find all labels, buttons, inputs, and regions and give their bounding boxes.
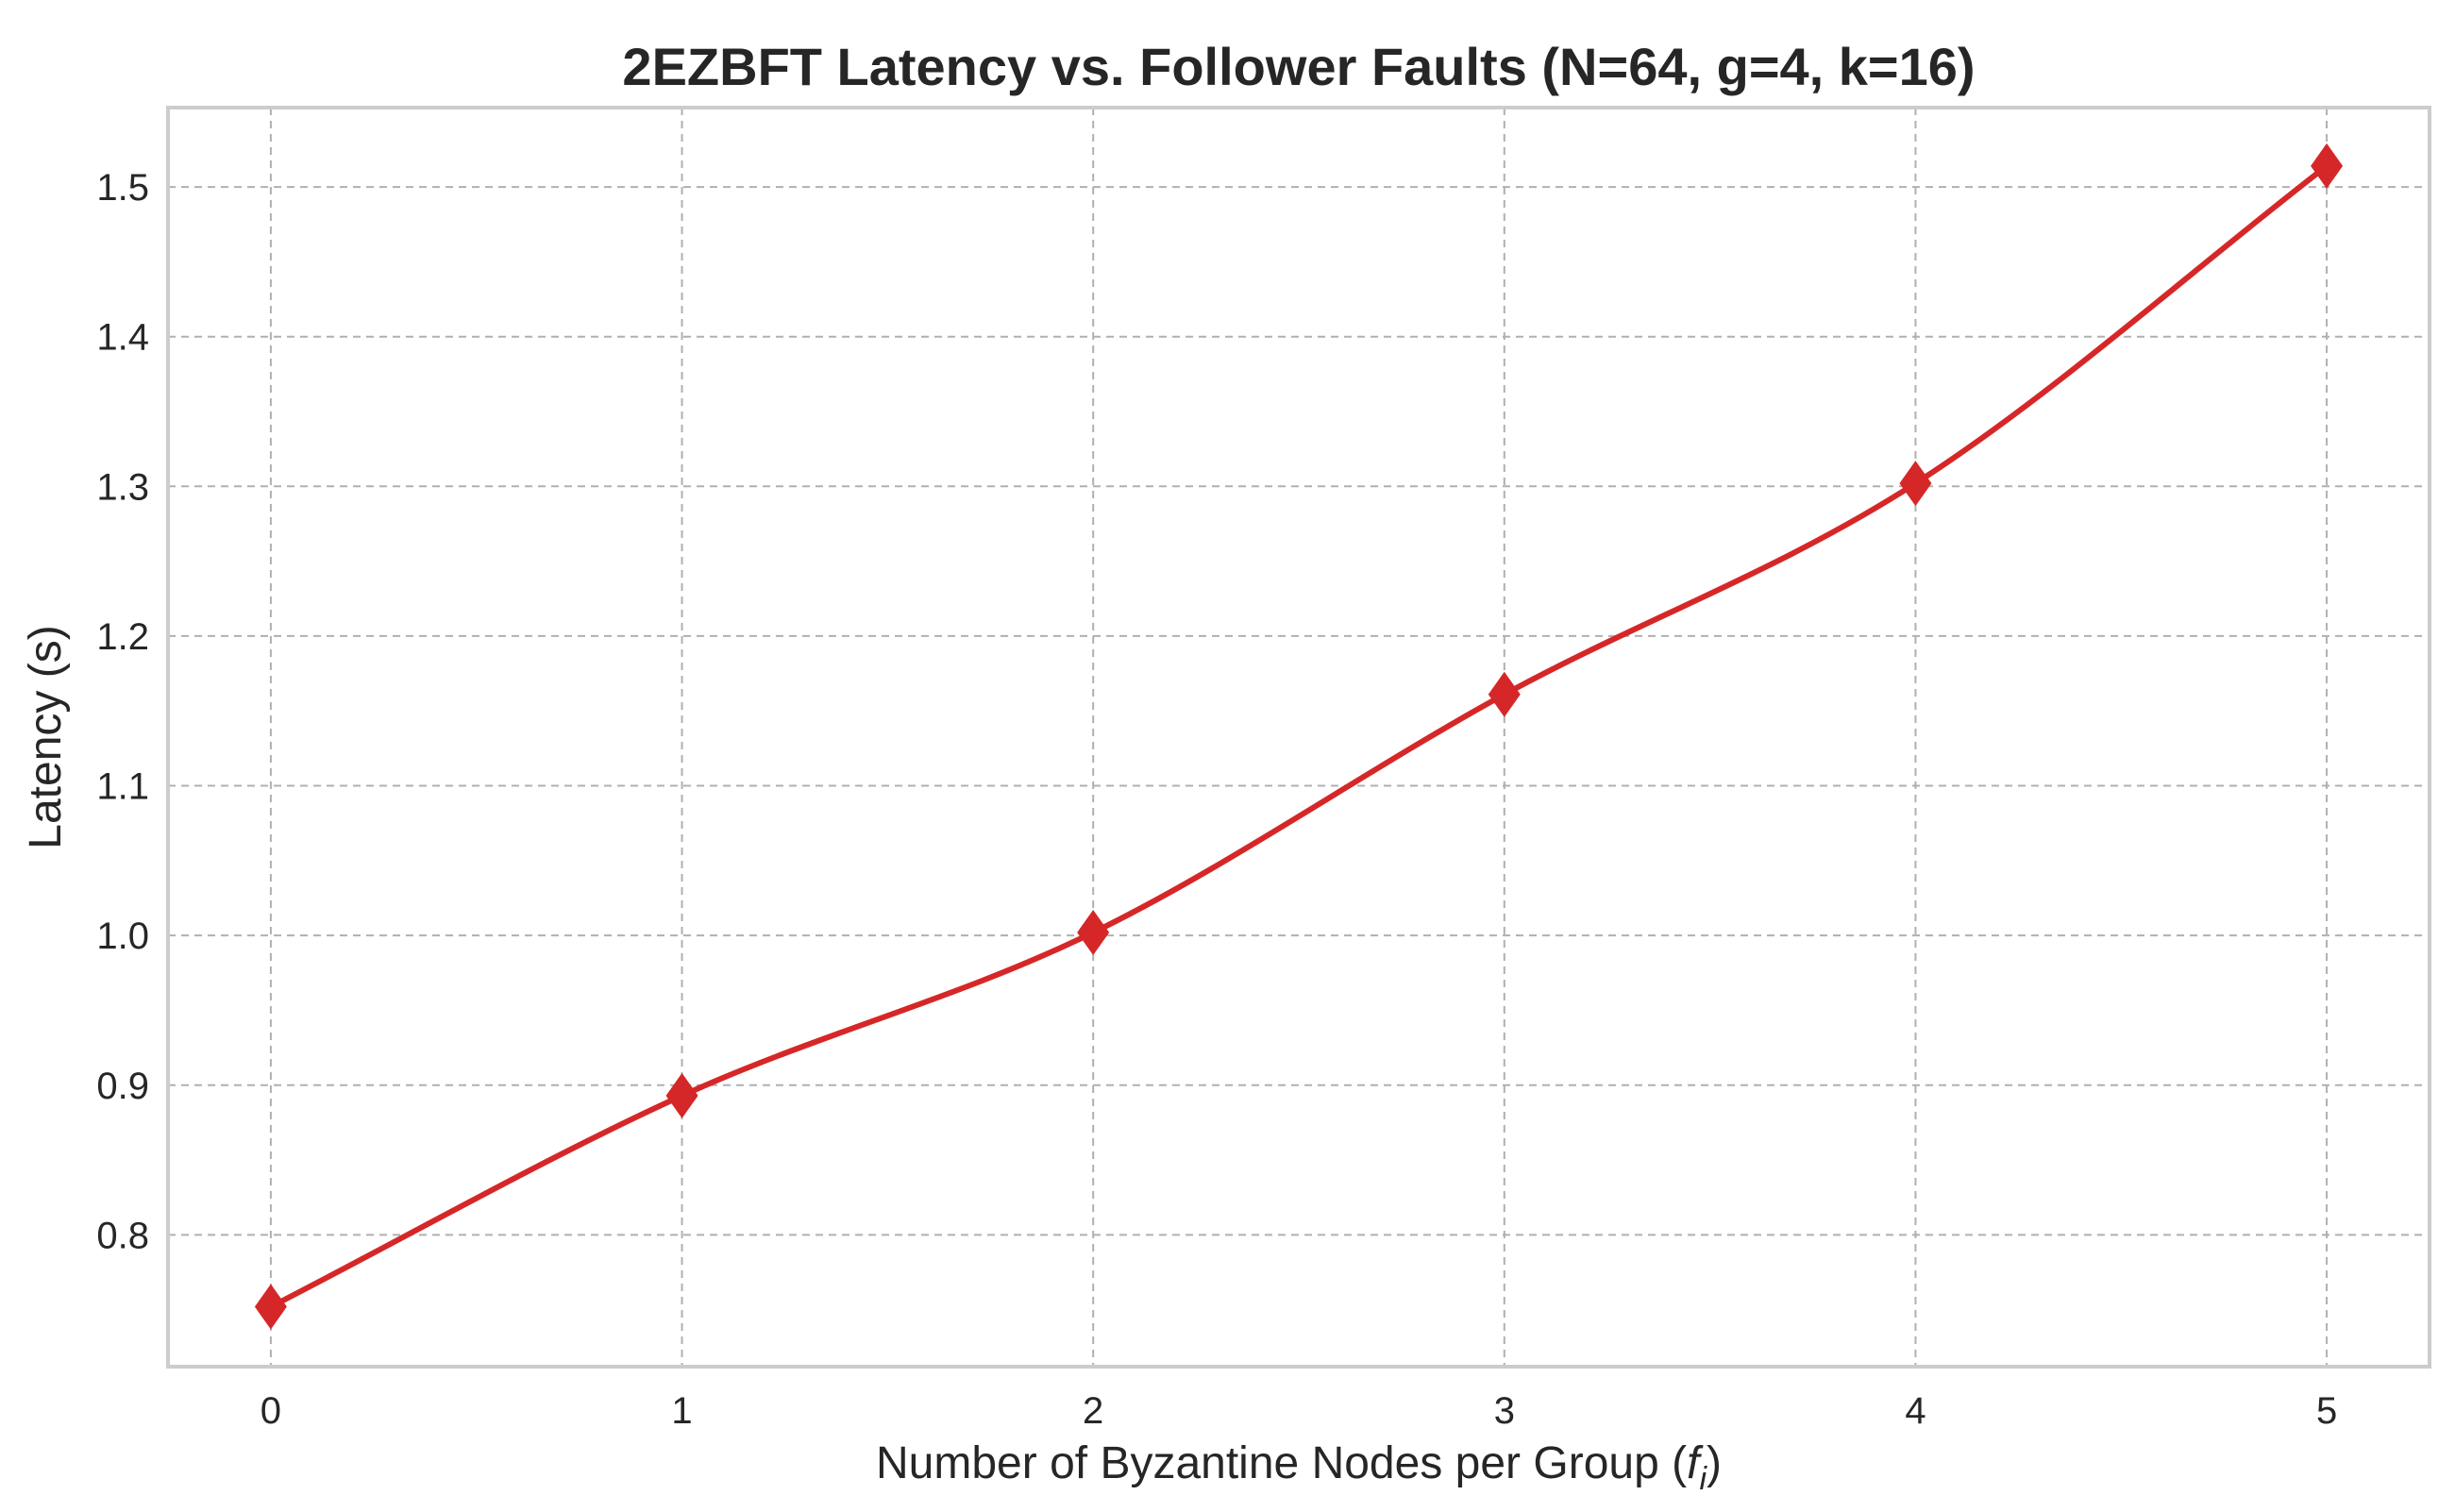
data-point-marker (2311, 143, 2344, 189)
y-tick-label: 1.3 (96, 466, 149, 508)
data-point-marker (1488, 671, 1521, 717)
x-tick-label: 1 (671, 1390, 692, 1432)
y-tick-label: 1.0 (96, 916, 149, 957)
y-tick-label: 1.2 (96, 616, 149, 658)
x-tick-label: 0 (261, 1390, 281, 1432)
series-line (267, 162, 2330, 1310)
chart-title: 2EZBFT Latency vs. Follower Faults (N=64… (622, 37, 1975, 96)
x-tick-labels: 0 1 2 3 4 5 (261, 1390, 2337, 1432)
data-point-marker (1899, 461, 1932, 507)
data-point-marker (1077, 910, 1110, 955)
data-point-marker (254, 1284, 287, 1330)
plot-frame (166, 106, 2431, 1369)
y-tick-label: 0.8 (96, 1215, 149, 1256)
y-tick-label: 1.1 (96, 766, 149, 808)
x-tick-label: 5 (2316, 1390, 2337, 1432)
data-point-marker (665, 1072, 698, 1118)
x-axis-label-subscript: i (1699, 1461, 1707, 1497)
x-axis-label-close: ) (1707, 1438, 1722, 1488)
y-tick-labels: 0.8 0.9 1.0 1.1 1.2 1.3 1.4 1.5 (96, 167, 149, 1256)
x-tick-label: 3 (1494, 1390, 1515, 1432)
grid (168, 108, 2430, 1367)
y-tick-label: 1.4 (96, 317, 149, 359)
y-axis-label: Latency (s) (21, 625, 71, 848)
x-tick-label: 2 (1083, 1390, 1103, 1432)
y-tick-label: 1.5 (96, 167, 149, 209)
x-axis-label: Number of Byzantine Nodes per Group (fi) (876, 1438, 1722, 1497)
x-tick-label: 4 (1905, 1390, 1925, 1432)
y-tick-label: 0.9 (96, 1066, 149, 1107)
markers (254, 143, 2344, 1330)
x-axis-label-main: Number of Byzantine Nodes per Group ( (876, 1438, 1687, 1488)
